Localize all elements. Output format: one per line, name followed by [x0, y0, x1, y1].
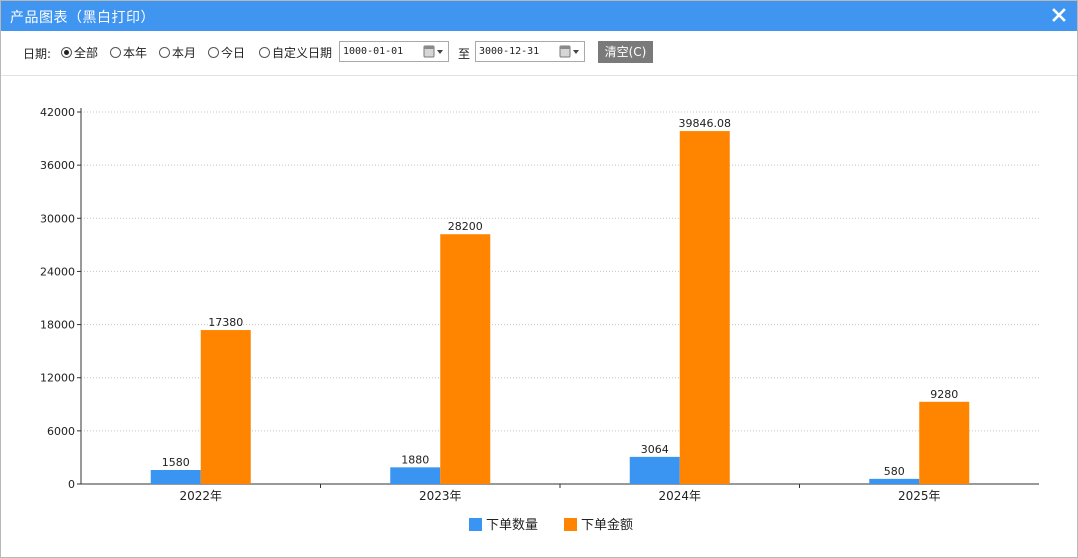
data-label: 39846.08	[679, 117, 732, 130]
bar-order-amount	[440, 234, 491, 484]
bar-order-quantity	[390, 467, 441, 484]
start-date-field[interactable]	[339, 41, 449, 62]
radio-label: 全部	[74, 45, 99, 60]
radio-dot	[110, 46, 121, 58]
radio-label: 本月	[172, 45, 197, 60]
y-tick-label: 0	[68, 478, 75, 491]
x-tick-label: 2025年	[898, 489, 941, 503]
bar-order-quantity	[629, 456, 680, 484]
radio-dot	[61, 46, 72, 58]
calendar-dropdown-icon[interactable]	[559, 45, 581, 59]
x-tick-label: 2022年	[179, 489, 222, 503]
y-tick-label: 24000	[40, 265, 75, 278]
bar-order-quantity	[150, 470, 201, 484]
bar-order-amount	[679, 131, 730, 484]
window-title: 产品图表（黑白打印）	[10, 10, 155, 26]
y-tick-label: 42000	[40, 106, 75, 119]
radio-this-year[interactable]: 本年	[110, 44, 147, 60]
radio-this-month[interactable]: 本月	[159, 44, 196, 60]
bar-order-amount	[919, 401, 970, 484]
x-tick-label: 2024年	[658, 489, 701, 503]
radio-dot	[159, 46, 170, 58]
clear-button[interactable]: 清空(C)	[598, 41, 653, 63]
bar-order-amount	[200, 330, 251, 484]
radio-label: 自定义日期	[272, 45, 333, 60]
bar-chart: 0 6000 12000 18000 24000 30000 36000 42000 2022年…	[40, 106, 1039, 533]
legend-label[interactable]: 下单金额	[581, 517, 633, 533]
start-date-input[interactable]	[343, 44, 423, 59]
radio-all[interactable]: 全部	[61, 44, 98, 60]
x-tick-label: 2023年	[419, 489, 462, 503]
data-label: 17380	[208, 316, 243, 329]
y-tick-label: 12000	[40, 372, 75, 385]
legend-swatch[interactable]	[469, 518, 482, 531]
end-date-field[interactable]	[475, 41, 585, 62]
to-label: 至	[458, 47, 471, 61]
calendar-dropdown-icon[interactable]	[423, 45, 445, 59]
data-label: 580	[884, 465, 905, 478]
title-bar: 产品图表（黑白打印）	[1, 1, 1077, 31]
data-label: 1580	[162, 456, 190, 469]
y-tick-label: 6000	[47, 425, 75, 438]
data-label: 1880	[401, 453, 429, 466]
date-label: 日期:	[23, 47, 52, 61]
y-tick-label: 18000	[40, 319, 75, 332]
radio-dot	[208, 46, 219, 58]
filter-toolbar: 日期: 全部 本年 本月 今日 自定义日期	[1, 31, 1077, 76]
data-label: 9280	[930, 388, 958, 401]
radio-today[interactable]: 今日	[208, 44, 245, 60]
radio-dot	[259, 46, 270, 58]
y-tick-label: 36000	[40, 159, 75, 172]
end-date-input[interactable]	[479, 44, 559, 59]
legend-label[interactable]: 下单数量	[486, 518, 538, 533]
legend-swatch[interactable]	[564, 518, 577, 531]
data-label: 28200	[448, 220, 483, 233]
y-tick-label: 30000	[40, 212, 75, 225]
radio-label: 本年	[123, 45, 148, 60]
radio-custom-date[interactable]: 自定义日期	[259, 44, 332, 60]
bar-order-quantity	[869, 478, 920, 484]
radio-label: 今日	[221, 45, 246, 60]
data-label: 3064	[641, 443, 669, 456]
close-icon[interactable]	[1049, 5, 1069, 25]
